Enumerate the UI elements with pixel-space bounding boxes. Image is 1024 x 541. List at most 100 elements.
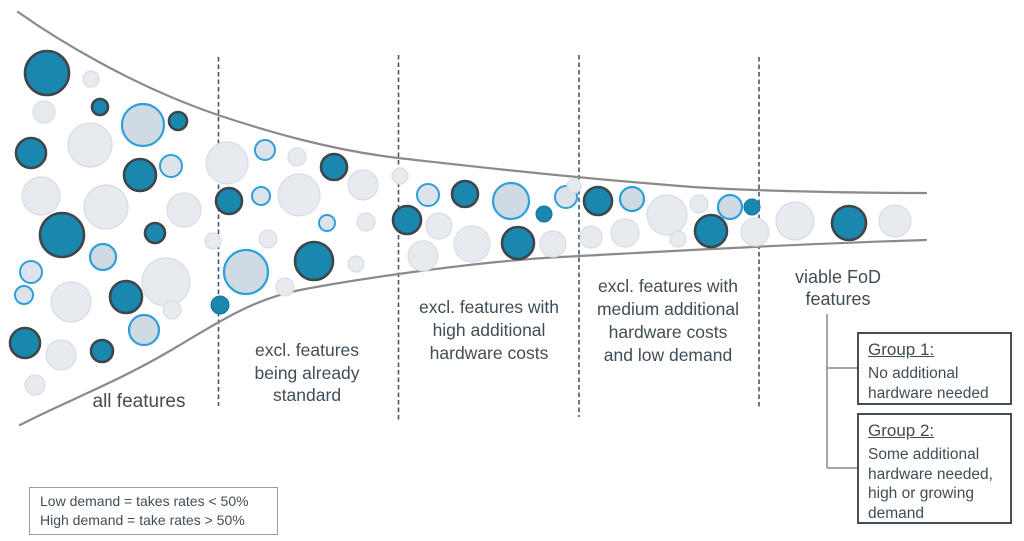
- feature-bubble: [689, 194, 709, 214]
- stage-label-all-features: all features: [93, 390, 186, 413]
- group-connector-line: [826, 314, 857, 469]
- feature-bubble: [67, 122, 113, 168]
- stage-label-line: excl. features with: [418, 297, 560, 317]
- feature-bubble: [646, 194, 688, 236]
- feature-bubble: [775, 201, 815, 241]
- feature-bubble: [391, 204, 423, 236]
- feature-bubble: [356, 212, 376, 232]
- feature-bubble: [450, 179, 480, 209]
- feature-bubble: [14, 136, 48, 170]
- feature-bubble: [141, 257, 191, 307]
- feature-bubble: [347, 169, 379, 201]
- group-1-body-line: hardware needed: [868, 384, 989, 402]
- feature-bubbles: [8, 49, 912, 396]
- feature-bubble: [287, 147, 307, 167]
- funnel-bottom-curve: [18, 238, 928, 427]
- feature-bubble: [743, 198, 761, 216]
- feature-bubble: [214, 186, 244, 216]
- stage-label-excl-high-cost: excl. features with high additional hard…: [419, 296, 559, 365]
- stage-label-line: features: [805, 289, 871, 309]
- stage-label-line: hardware costs: [608, 322, 728, 342]
- feature-bubble: [618, 185, 646, 213]
- feature-bubble: [407, 240, 439, 272]
- legend-box: Low demand = takes rates < 50% High dema…: [29, 487, 278, 535]
- stage-label-line: and low demand: [603, 345, 733, 365]
- feature-bubble: [453, 225, 491, 263]
- stage-label-line: excl. features: [254, 340, 360, 360]
- feature-bubble: [143, 221, 167, 245]
- stage-label-excl-medium-cost: excl. features with medium additional ha…: [597, 275, 739, 367]
- feature-bubble: [88, 242, 118, 272]
- legend-line-high-demand: High demand = take rates > 50%: [40, 511, 245, 528]
- stage-label-line: being already: [254, 362, 360, 383]
- feature-bubble: [122, 157, 158, 193]
- feature-bubble: [222, 248, 270, 296]
- stage-label-line: standard: [272, 385, 342, 405]
- feature-bubble: [277, 173, 321, 217]
- feature-bubble: [120, 102, 166, 148]
- feature-bubble: [258, 229, 278, 249]
- feature-bubble: [500, 225, 536, 261]
- stage-label-line: medium additional: [596, 299, 740, 319]
- feature-bubble: [127, 313, 161, 347]
- group-2-title: Group 2:: [868, 421, 935, 440]
- feature-bubble: [693, 213, 729, 249]
- funnel-top-curve: [16, 10, 928, 195]
- legend-line-low-demand: Low demand = takes rates < 50%: [40, 493, 249, 509]
- feature-bubble: [205, 141, 249, 185]
- feature-bubble: [210, 295, 230, 315]
- feature-bubble: [318, 214, 336, 232]
- feature-bubble: [491, 181, 531, 221]
- stage-label-line: high additional: [432, 320, 546, 340]
- feature-bubble: [425, 212, 453, 240]
- feature-bubble: [162, 300, 182, 320]
- feature-bubble: [89, 338, 115, 364]
- feature-bubble: [21, 176, 61, 216]
- group-2-box: Group 2: Some additional hardware needed…: [857, 413, 1012, 524]
- group-2-body-line: high or growing: [868, 485, 974, 502]
- feature-bubble: [14, 285, 34, 305]
- feature-bubble: [254, 139, 276, 161]
- stage-label-line: excl. features with: [597, 276, 739, 296]
- feature-bubble: [416, 183, 440, 207]
- feature-bubble: [50, 281, 92, 323]
- feature-bubble: [610, 218, 640, 248]
- group-1-box: Group 1: No additional hardware needed: [857, 332, 1012, 405]
- feature-bubble: [32, 100, 56, 124]
- feature-bubble: [319, 152, 349, 182]
- feature-bubble: [23, 49, 71, 97]
- feature-bubble: [740, 217, 770, 247]
- feature-bubble: [566, 178, 582, 194]
- feature-bubble: [347, 255, 365, 273]
- stage-label-line: all features: [92, 391, 186, 412]
- feature-bubble: [38, 211, 86, 259]
- feature-bubble: [90, 97, 110, 117]
- feature-bubble: [293, 240, 335, 282]
- feature-bubble: [391, 167, 409, 185]
- group-1-body-line: No additional: [868, 365, 959, 382]
- feature-bubble: [24, 374, 46, 396]
- stage-label-excl-standard: excl. features being already standard: [254, 339, 359, 407]
- stage-label-line: hardware costs: [429, 343, 549, 363]
- feature-bubble: [251, 186, 271, 206]
- feature-bubble: [579, 225, 603, 249]
- feature-bubble: [167, 110, 189, 132]
- feature-bubble: [45, 339, 77, 371]
- group-2-body-line: demand: [868, 504, 925, 522]
- group-1-title: Group 1:: [868, 340, 935, 359]
- feature-bubble: [166, 192, 202, 228]
- stage-label-line: viable FoD: [794, 267, 882, 287]
- feature-bubble: [539, 230, 567, 258]
- feature-bubble: [8, 326, 42, 360]
- feature-bubble: [83, 184, 129, 230]
- feature-bubble: [716, 193, 744, 221]
- feature-bubble: [108, 279, 144, 315]
- feature-bubble: [582, 185, 614, 217]
- group-2-body-line: Some additional: [868, 446, 980, 463]
- feature-bubble: [82, 70, 100, 88]
- feature-bubble: [275, 277, 295, 297]
- feature-bubble: [204, 232, 222, 250]
- feature-bubble: [669, 230, 687, 248]
